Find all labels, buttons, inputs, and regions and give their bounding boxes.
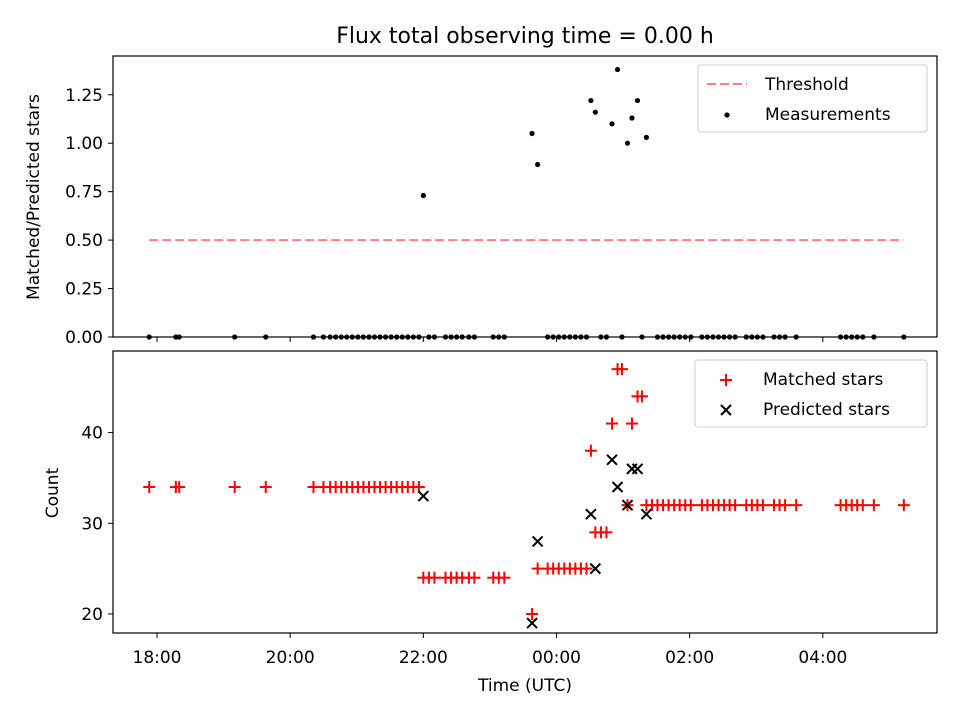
legend-threshold-label: Threshold — [764, 75, 849, 95]
matched-star-point — [605, 417, 618, 430]
legend-matched-swatch — [720, 374, 732, 386]
measurement-point — [420, 192, 426, 199]
measurement-point — [609, 121, 615, 127]
bottom-y-tick-label: 40 — [81, 424, 103, 444]
bottom-plot-marks — [143, 363, 910, 629]
measurement-point — [629, 115, 635, 121]
bottom-x-ticks: 18:00 20:00 22:00 00:00 02:00 04:00 — [133, 633, 847, 668]
measurement-point — [643, 134, 649, 140]
predicted-star-point — [640, 508, 653, 520]
top-y-tick-label: 0.25 — [65, 280, 103, 300]
top-y-tick-label: 0.00 — [65, 328, 103, 348]
predicted-star-point — [417, 490, 430, 502]
top-y-tick-label: 0.50 — [65, 231, 103, 251]
measurement-point — [529, 130, 535, 137]
bottom-panel: 20 30 40 18:00 20:00 22:00 00:00 02:00 04:00 Co… — [43, 350, 938, 696]
matched-star-point — [600, 526, 613, 539]
bottom-y-tick-label: 30 — [81, 514, 103, 534]
matched-star-point — [897, 499, 910, 512]
top-y-axis-label: Matched/Predicted stars — [24, 94, 44, 300]
top-y-tick-label: 0.75 — [65, 183, 103, 203]
legend-measurements-label: Measurements — [765, 105, 891, 125]
bottom-x-tick-label: 20:00 — [266, 648, 315, 668]
matched-star-point — [498, 571, 511, 584]
measurement-point — [592, 109, 598, 115]
bottom-legend-box — [694, 359, 928, 428]
matched-star-point — [259, 481, 272, 494]
matched-star-point — [143, 481, 156, 494]
matched-star-point — [756, 499, 769, 512]
predicted-star-point — [631, 463, 644, 475]
bottom-x-tick-label: 18:00 — [133, 648, 182, 668]
legend-matched-label: Matched stars — [763, 370, 883, 390]
measurement-point — [588, 97, 594, 104]
predicted-star-point — [585, 508, 597, 520]
top-y-tick-label: 1.00 — [65, 134, 103, 154]
top-y-ticks: 0.00 0.25 0.50 0.75 1.00 1.25 — [65, 86, 113, 348]
matched-star-point — [468, 571, 481, 584]
matched-star-point — [173, 481, 186, 494]
matched-star-point — [684, 499, 697, 512]
bottom-legend: Matched stars Predicted stars — [694, 359, 928, 428]
predicted-star-point — [611, 481, 624, 493]
measurement-point — [624, 140, 631, 146]
matched-star-point — [635, 390, 648, 403]
top-panel: 0.00 0.25 0.50 0.75 1.00 1.25 Matched/Predict… — [24, 55, 938, 348]
legend-predicted-swatch — [720, 404, 732, 416]
matched-star-point — [228, 481, 241, 494]
predicted-star-point — [606, 454, 618, 466]
legend-measurements-swatch — [724, 112, 730, 118]
bottom-x-tick-label: 00:00 — [532, 648, 581, 668]
bottom-y-tick-label: 20 — [81, 605, 103, 625]
predicted-star-point — [626, 463, 638, 475]
matched-star-point — [580, 562, 593, 575]
matched-star-point — [615, 363, 628, 376]
predicted-star-point — [589, 562, 602, 575]
measurement-point — [614, 66, 621, 73]
bottom-x-tick-label: 22:00 — [399, 648, 448, 668]
top-legend: Threshold Measurements — [697, 64, 928, 133]
bottom-y-ticks: 20 30 40 — [81, 424, 113, 625]
matched-star-point — [584, 444, 597, 457]
matched-star-point — [856, 499, 869, 512]
legend-predicted-label: Predicted stars — [763, 400, 890, 420]
chart-title: Flux total observing time = 0.00 h — [336, 24, 714, 49]
matched-star-point — [779, 499, 792, 512]
top-axes-frame — [112, 55, 938, 338]
matched-star-point — [867, 499, 880, 512]
bottom-axes-frame — [112, 350, 938, 634]
bottom-x-tick-label: 04:00 — [798, 648, 847, 668]
top-legend-box — [697, 64, 928, 133]
bottom-x-axis-label: Time (UTC) — [477, 676, 572, 696]
measurement-point — [535, 161, 541, 168]
matched-star-point — [729, 499, 742, 512]
bottom-x-tick-label: 02:00 — [665, 648, 714, 668]
matched-star-point — [526, 607, 539, 620]
matched-star-point — [790, 499, 803, 512]
matched-star-point — [428, 571, 441, 584]
measurement-point — [634, 97, 641, 104]
predicted-star-point — [531, 535, 544, 548]
predicted-star-point — [621, 499, 634, 511]
top-y-tick-label: 1.25 — [65, 86, 103, 106]
bottom-y-axis-label: Count — [43, 467, 63, 518]
predicted-star-point — [526, 617, 538, 629]
matched-star-point — [625, 417, 638, 430]
